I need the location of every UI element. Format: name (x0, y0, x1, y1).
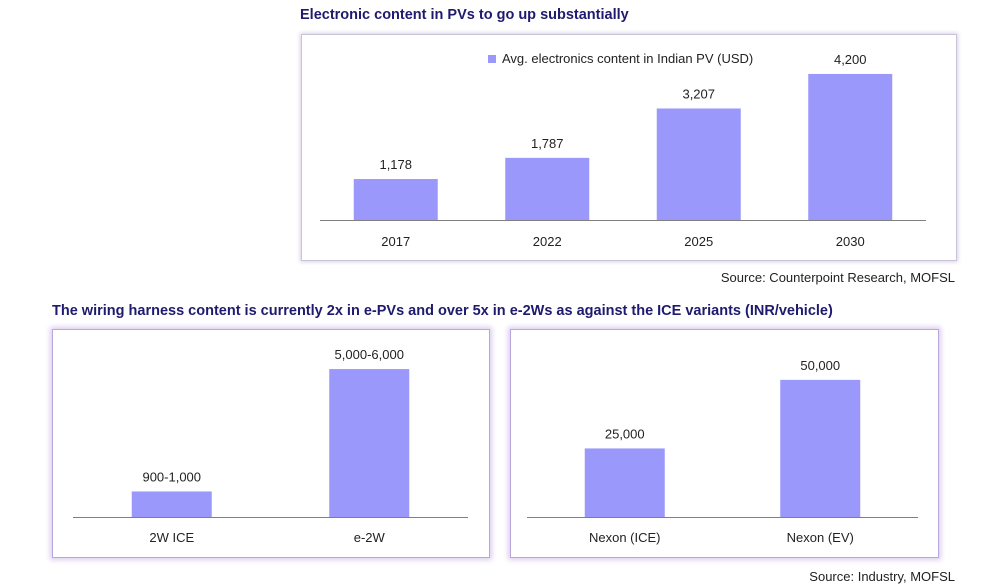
chart2-title: The wiring harness content is currently … (52, 303, 833, 319)
chart1-source: Source: Counterpoint Research, MOFSL (720, 270, 955, 285)
chart1-data-label-3: 4,200 (834, 52, 867, 67)
chart1-data-label-2: 3,207 (682, 86, 715, 101)
chart3-data-label-0: 25,000 (605, 426, 645, 441)
chart1-tick-label-2: 2025 (684, 234, 713, 249)
chart3-data-label-1: 50,000 (800, 358, 840, 373)
chart3-tick-label-0: Nexon (ICE) (589, 530, 661, 545)
chart2-bar-1 (329, 369, 410, 517)
chart1-frame: 1,178 2017 1,787 2022 3,207 2025 4,200 2030 Avg.… (302, 35, 956, 260)
chart3-bar-0 (584, 448, 665, 517)
chart2-tick-label-0: 2W ICE (149, 530, 194, 545)
chart3-plot: 25,000 Nexon (ICE) 50,000 Nexon (EV) (527, 358, 918, 545)
chart2-data-label-0: 900-1,000 (142, 469, 201, 484)
chart3-source: Source: Industry, MOFSL (809, 569, 955, 584)
chart1-title: Electronic content in PVs to go up subst… (300, 7, 629, 23)
chart3-tick-label-1: Nexon (EV) (787, 530, 854, 545)
chart1-tick-label-3: 2030 (836, 234, 865, 249)
chart1-plot: 1,178 2017 1,787 2022 3,207 2025 4,200 2030 Avg.… (320, 51, 926, 249)
chart1-bar-0 (353, 179, 438, 220)
chart2-tick-label-1: e-2W (354, 530, 386, 545)
chart2-data-label-1: 5,000-6,000 (335, 347, 404, 362)
chart1-bar-2 (656, 108, 741, 220)
chart1-legend-swatch (488, 55, 496, 63)
chart1-tick-label-1: 2022 (533, 234, 562, 249)
chart1-tick-label-0: 2017 (381, 234, 410, 249)
chart1-legend-label: Avg. electronics content in Indian PV (U… (502, 51, 753, 66)
chart1-data-label-0: 1,178 (379, 157, 412, 172)
chart3-frame: 25,000 Nexon (ICE) 50,000 Nexon (EV) (511, 330, 938, 557)
chart1-data-label-1: 1,787 (531, 136, 564, 151)
chart2-bar-0 (131, 491, 212, 517)
chart2-frame: 900-1,000 2W ICE 5,000-6,000 e-2W (53, 330, 489, 557)
chart2-plot: 900-1,000 2W ICE 5,000-6,000 e-2W (73, 347, 468, 545)
chart1-bar-1 (505, 157, 590, 220)
chart1-bar-3 (808, 73, 893, 220)
chart3-bar-1 (780, 379, 861, 517)
